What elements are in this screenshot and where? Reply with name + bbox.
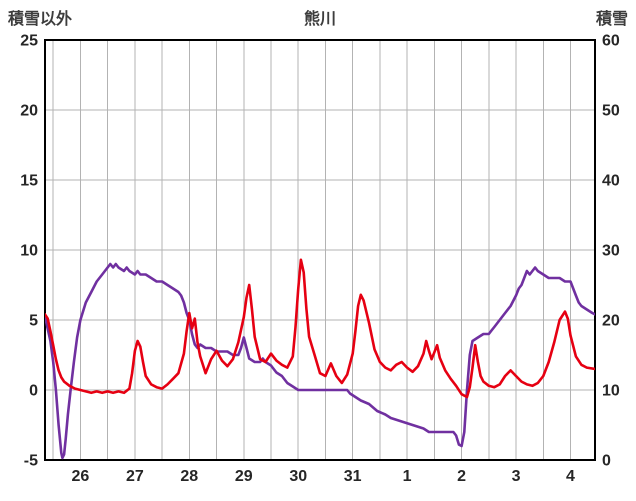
- x-axis-tick-label: 31: [344, 468, 362, 485]
- right-axis-title: 積雪: [595, 11, 628, 28]
- chart-title: 熊川: [303, 11, 336, 28]
- left-axis-tick-label: 20: [20, 103, 38, 120]
- x-axis-tick-label: 29: [235, 468, 253, 485]
- x-axis-tick-label: 26: [71, 468, 89, 485]
- x-axis-tick-label: 3: [512, 468, 521, 485]
- x-axis-tick-label: 30: [289, 468, 307, 485]
- series-purple-line-right-axis: [45, 262, 595, 460]
- x-axis-tick-label: 27: [126, 468, 144, 485]
- series-group: [45, 258, 595, 460]
- left-axis-title: 積雪以外: [8, 11, 73, 28]
- x-axis-tick-label: 2: [457, 468, 466, 485]
- right-axis-tick-label: 50: [602, 103, 620, 120]
- plot-border: [44, 39, 596, 461]
- right-axis-tick-label: 0: [602, 453, 611, 470]
- left-axis-tick-label: 0: [29, 383, 38, 400]
- left-axis-tick-label: 5: [29, 313, 38, 330]
- left-axis-tick-label: -5: [24, 453, 38, 470]
- right-axis-tick-label: 30: [602, 243, 620, 260]
- x-axis-tick-label: 4: [566, 468, 575, 485]
- right-axis-tick-label: 40: [602, 173, 620, 190]
- right-axis-tick-label: 60: [602, 33, 620, 50]
- x-axis-tick-label: 28: [180, 468, 198, 485]
- gridlines: [45, 40, 595, 460]
- series-red-line-left-axis: [45, 258, 595, 399]
- right-axis-tick-label: 10: [602, 383, 620, 400]
- right-axis-tick-label: 20: [602, 313, 620, 330]
- left-axis-tick-label: 25: [20, 33, 38, 50]
- x-axis-tick-label: 1: [403, 468, 412, 485]
- left-axis-tick-label: 10: [20, 243, 38, 260]
- left-axis-tick-label: 15: [20, 173, 38, 190]
